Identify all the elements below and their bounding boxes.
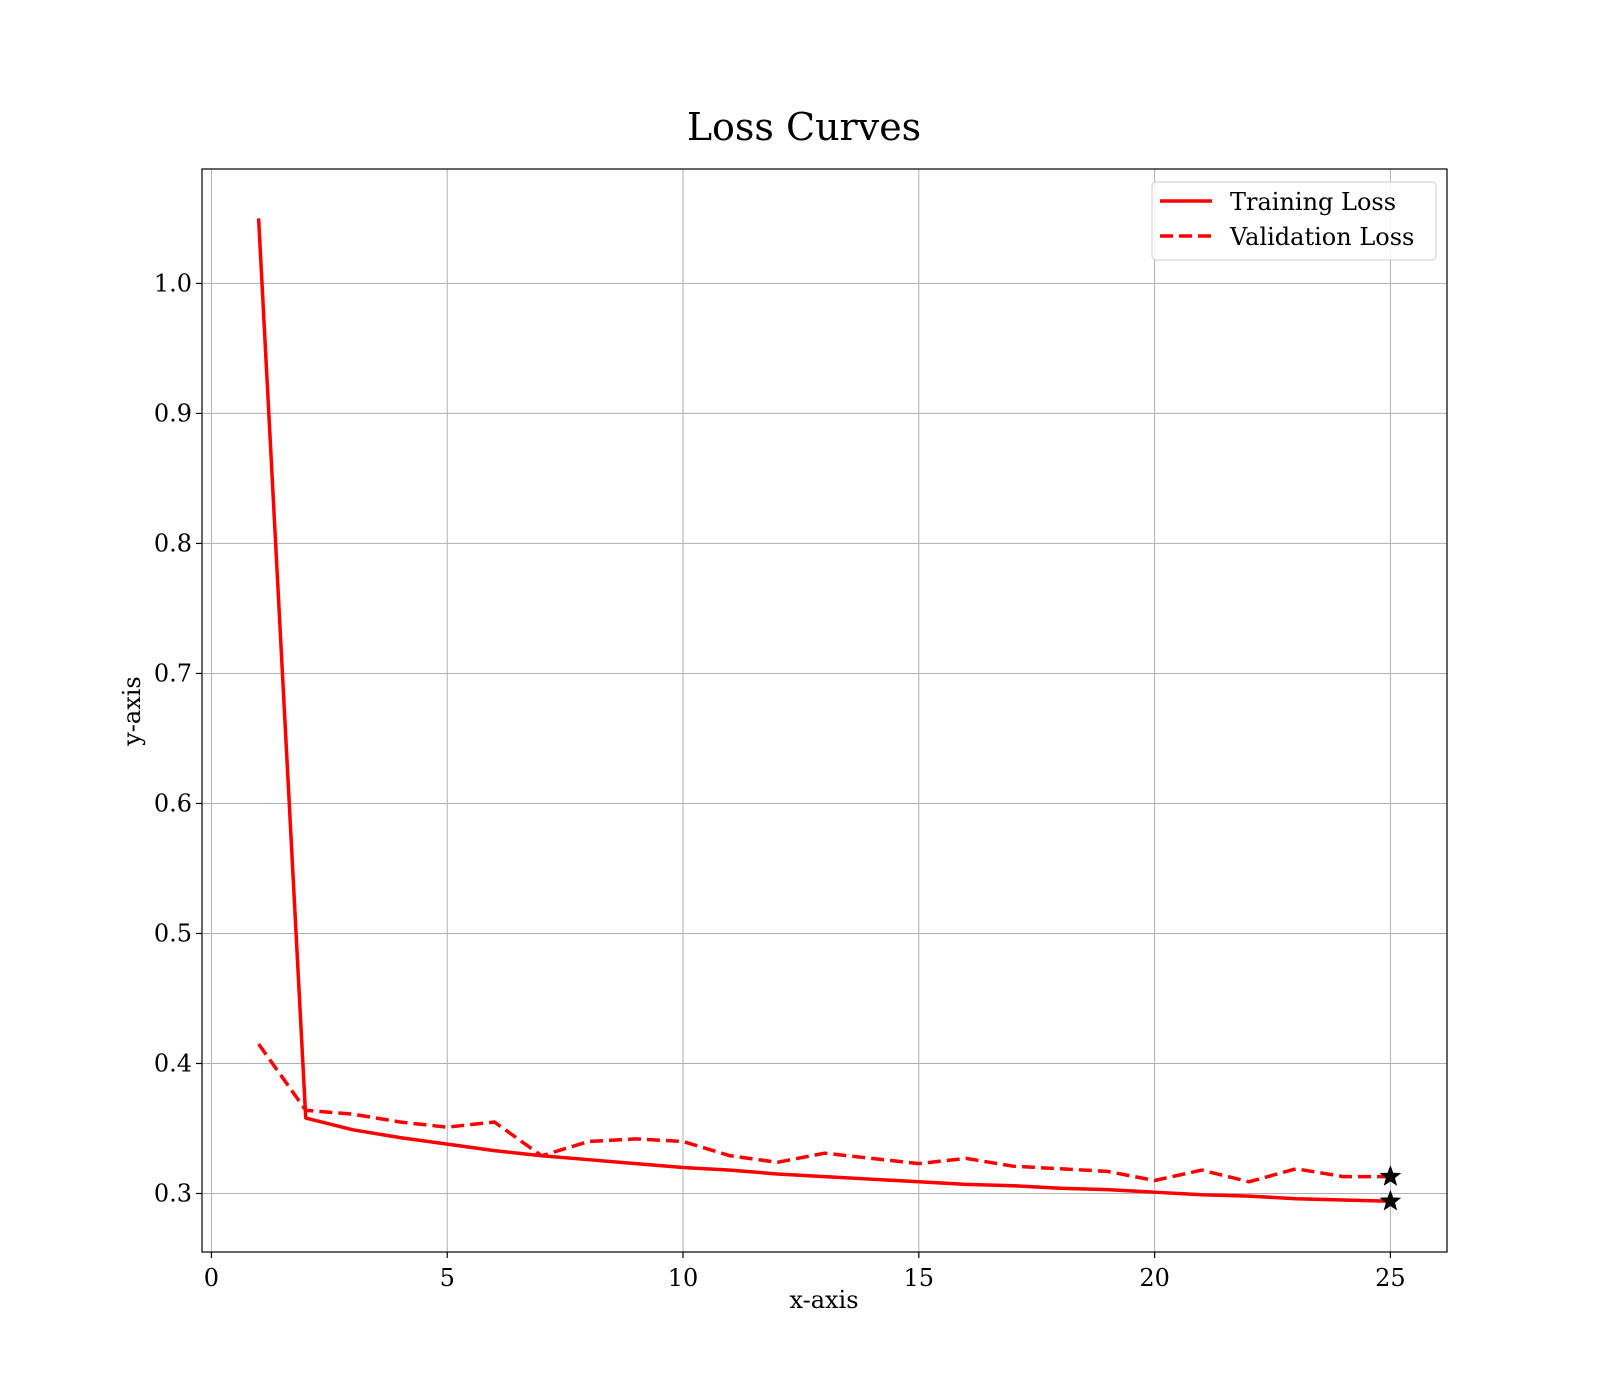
data-point	[445, 1142, 449, 1146]
y-tick-label: 0.5	[154, 919, 192, 947]
data-point	[1200, 1168, 1204, 1172]
grid	[202, 169, 1447, 1252]
y-tick-label: 0.8	[154, 529, 192, 557]
legend-box	[1151, 181, 1437, 261]
data-point	[1294, 1167, 1298, 1171]
data-point	[1247, 1180, 1251, 1184]
data-point	[398, 1120, 402, 1124]
data-point	[870, 1156, 874, 1160]
legend-label-validation: Validation Loss	[1229, 223, 1414, 251]
data-point	[681, 1165, 685, 1169]
x-tick-label: 20	[1139, 1264, 1170, 1292]
final-point-star-icon	[1379, 1189, 1402, 1211]
chart-title: Loss Curves	[687, 105, 921, 149]
y-tick-label: 0.9	[154, 399, 192, 427]
y-tick-label: 0.6	[154, 789, 192, 817]
data-point	[823, 1175, 827, 1179]
data-point	[587, 1139, 591, 1143]
x-axis-label: x-axis	[789, 1286, 858, 1314]
data-point	[634, 1137, 638, 1141]
data-point	[492, 1120, 496, 1124]
x-axis-ticks: 0 5 10 15 20 25	[204, 1252, 1406, 1292]
data-point	[351, 1128, 355, 1132]
legend-label-training: Training Loss	[1230, 188, 1396, 216]
legend: Training Loss Validation Loss	[1151, 181, 1437, 261]
data-point	[634, 1162, 638, 1166]
data-point	[964, 1182, 968, 1186]
data-point	[1011, 1184, 1015, 1188]
data-point	[1341, 1175, 1345, 1179]
data-point	[540, 1154, 544, 1158]
data-point	[492, 1149, 496, 1153]
data-point	[257, 1042, 261, 1046]
data-point	[1247, 1194, 1251, 1198]
y-axis-label: y-axis	[118, 676, 146, 747]
plot-frame	[201, 168, 1448, 1253]
data-point	[1153, 1190, 1157, 1194]
y-tick-label: 0.4	[154, 1049, 192, 1077]
data-point	[728, 1168, 732, 1172]
data-point	[587, 1158, 591, 1162]
data-point	[964, 1156, 968, 1160]
data-point	[1294, 1197, 1298, 1201]
data-point	[304, 1116, 308, 1120]
series-layer	[256, 216, 1402, 1211]
data-point	[1011, 1164, 1015, 1168]
y-axis-ticks: 0.3 0.4 0.5 0.6 0.7 0.8 0.9 1.0	[154, 269, 202, 1207]
data-point	[1105, 1188, 1109, 1192]
data-point	[917, 1162, 921, 1166]
series-line-validation-loss	[257, 1042, 1391, 1184]
y-tick-label: 0.7	[154, 659, 192, 687]
data-point	[398, 1136, 402, 1140]
data-point	[1341, 1198, 1345, 1202]
data-point	[917, 1180, 921, 1184]
x-tick-label: 15	[904, 1264, 935, 1292]
data-point	[257, 216, 261, 220]
x-tick-label: 10	[668, 1264, 699, 1292]
data-point	[681, 1139, 685, 1143]
data-point	[445, 1125, 449, 1129]
final-point-star-icon	[1379, 1165, 1402, 1186]
x-tick-label: 25	[1375, 1264, 1406, 1292]
series-line-training-loss	[256, 218, 1391, 1204]
data-point	[1058, 1186, 1062, 1190]
x-tick-label: 5	[440, 1264, 455, 1292]
data-point	[728, 1154, 732, 1158]
data-point	[823, 1151, 827, 1155]
data-point	[775, 1160, 779, 1164]
data-point	[870, 1177, 874, 1181]
data-point	[351, 1112, 355, 1116]
data-point	[775, 1172, 779, 1176]
data-point	[1058, 1167, 1062, 1171]
data-point	[1153, 1178, 1157, 1182]
y-tick-label: 0.3	[154, 1179, 192, 1207]
y-tick-label: 1.0	[154, 269, 192, 297]
data-point	[1105, 1169, 1109, 1173]
x-tick-label: 0	[204, 1264, 219, 1292]
data-point	[304, 1108, 308, 1112]
data-point	[1200, 1193, 1204, 1197]
